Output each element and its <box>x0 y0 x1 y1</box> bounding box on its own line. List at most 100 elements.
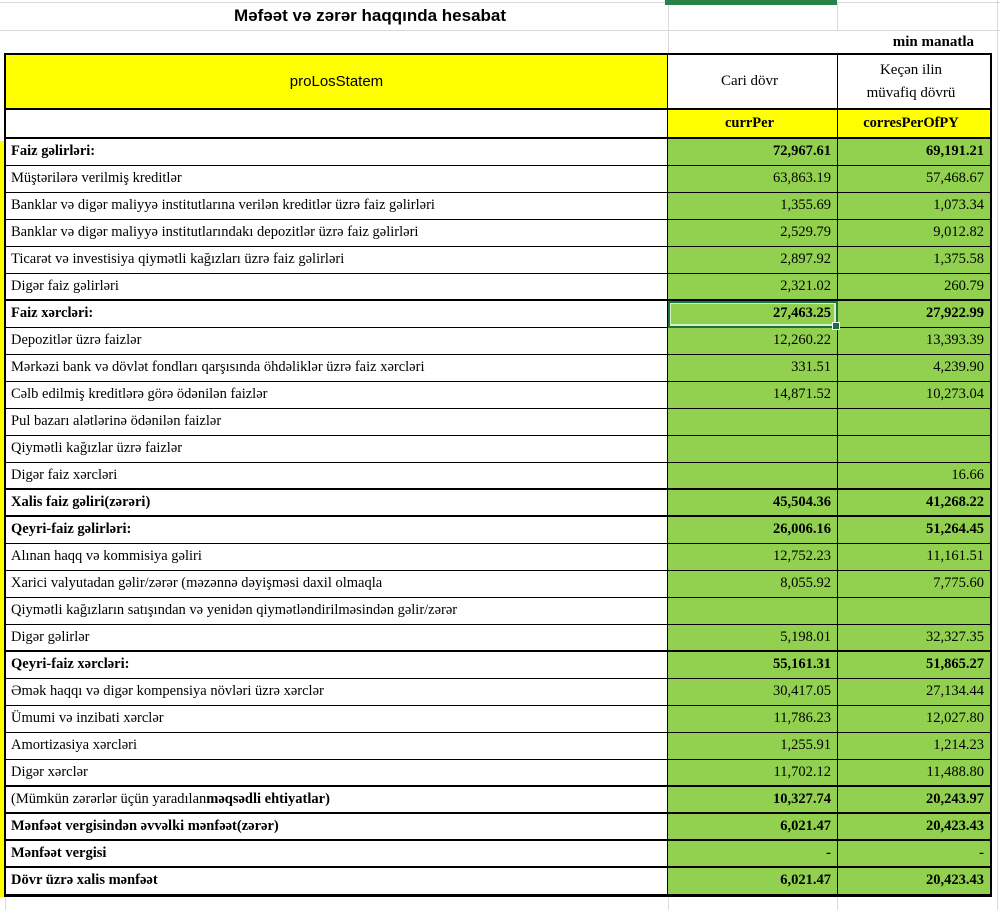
row-label-cell[interactable]: Qeyri-faiz xərcləri: <box>6 652 668 679</box>
corresperofpy-cell[interactable] <box>838 409 990 436</box>
currper-cell[interactable] <box>668 463 838 490</box>
corresperofpy-cell[interactable]: 1,214.23 <box>838 733 990 760</box>
row-label-cell[interactable]: Faiz xərcləri: <box>6 301 668 328</box>
currper-cell[interactable]: 331.51 <box>668 355 838 382</box>
currper-cell[interactable]: 26,006.16 <box>668 517 838 544</box>
corresperofpy-cell[interactable]: 32,327.35 <box>838 625 990 652</box>
units-note[interactable]: min manatla <box>892 34 974 50</box>
currper-cell[interactable]: 30,417.05 <box>668 679 838 706</box>
row-label-cell[interactable]: Digər faiz xərcləri <box>6 463 668 490</box>
corresperofpy-cell[interactable]: 1,375.58 <box>838 247 990 274</box>
currper-value: 2,897.92 <box>780 251 831 268</box>
row-label-cell[interactable]: Mənfəət vergisindən əvvəlki mənfəət(zərə… <box>6 814 668 841</box>
report-title[interactable]: Məfəət və zərər haqqında hesabat <box>233 6 507 25</box>
currper-value: 1,355.69 <box>780 197 831 214</box>
currper-cell[interactable]: 11,786.23 <box>668 706 838 733</box>
row-label-cell[interactable]: Digər gəlirlər <box>6 625 668 652</box>
row-label-cell[interactable]: Cəlb edilmiş kreditlərə görə ödənilən fa… <box>6 382 668 409</box>
currper-cell[interactable]: 55,161.31 <box>668 652 838 679</box>
corresperofpy-cell[interactable]: 27,134.44 <box>838 679 990 706</box>
table-row: (Mümkün zərərlər üçün yaradılan məqsədli… <box>6 787 990 814</box>
currper-cell[interactable]: - <box>668 841 838 868</box>
row-label-cell[interactable]: Dövr üzrə xalis mənfəət <box>6 868 668 895</box>
currper-cell[interactable]: 10,327.74 <box>668 787 838 814</box>
currper-cell[interactable] <box>668 409 838 436</box>
corresperofpy-cell[interactable] <box>838 436 990 463</box>
row-label-cell[interactable]: Banklar və digər maliyyə institutlarına … <box>6 193 668 220</box>
header-current-period-cell[interactable]: Cari dövr <box>668 55 838 110</box>
corresperofpy-cell[interactable]: 41,268.22 <box>838 490 990 517</box>
corresperofpy-cell[interactable]: 57,468.67 <box>838 166 990 193</box>
corresperofpy-cell[interactable]: 51,865.27 <box>838 652 990 679</box>
row-label-cell[interactable]: Xarici valyutadan gəlir/zərər (məzənnə d… <box>6 571 668 598</box>
header-previous-period-cell[interactable]: Keçən ilin müvafiq dövrü <box>838 55 990 110</box>
currper-cell[interactable]: 1,355.69 <box>668 193 838 220</box>
row-label-cell[interactable]: Faiz gəlirləri: <box>6 139 668 166</box>
row-label-cell[interactable]: Ümumi və inzibati xərclər <box>6 706 668 733</box>
row-label: Xarici valyutadan gəlir/zərər (məzənnə d… <box>11 575 383 592</box>
corresperofpy-cell[interactable]: 4,239.90 <box>838 355 990 382</box>
currper-cell[interactable]: 6,021.47 <box>668 868 838 895</box>
row-label-cell[interactable]: Qeyri-faiz gəlirləri: <box>6 517 668 544</box>
currper-cell[interactable]: 45,504.36 <box>668 490 838 517</box>
corresperofpy-cell[interactable]: 51,264.45 <box>838 517 990 544</box>
currper-cell[interactable] <box>668 436 838 463</box>
corresperofpy-cell[interactable]: 20,423.43 <box>838 814 990 841</box>
subheader-currper-cell[interactable]: currPer <box>668 110 838 139</box>
fill-handle[interactable] <box>832 322 840 330</box>
currper-cell[interactable]: 63,863.19 <box>668 166 838 193</box>
row-label-cell[interactable]: Pul bazarı alətlərinə ödənilən faizlər <box>6 409 668 436</box>
corresperofpy-cell[interactable]: 16.66 <box>838 463 990 490</box>
corresperofpy-cell[interactable] <box>838 598 990 625</box>
row-label-cell[interactable]: (Mümkün zərərlər üçün yaradılan məqsədli… <box>6 787 668 814</box>
corresperofpy-cell[interactable]: 7,775.60 <box>838 571 990 598</box>
corresperofpy-cell[interactable]: 11,488.80 <box>838 760 990 787</box>
row-label-cell[interactable]: Alınan haqq və kommisiya gəliri <box>6 544 668 571</box>
currper-cell[interactable]: 12,260.22 <box>668 328 838 355</box>
row-label-cell[interactable]: Amortizasiya xərcləri <box>6 733 668 760</box>
currper-cell[interactable]: 2,321.02 <box>668 274 838 301</box>
table-row: Ümumi və inzibati xərclər 11,786.23 12,0… <box>6 706 990 733</box>
subheader-empty-cell[interactable] <box>6 110 668 139</box>
corresperofpy-cell[interactable]: 11,161.51 <box>838 544 990 571</box>
row-label-cell[interactable]: Xalis faiz gəliri(zərəri) <box>6 490 668 517</box>
active-cell-currper[interactable]: 27,463.25 <box>668 301 840 330</box>
corresperofpy-cell[interactable]: 13,393.39 <box>838 328 990 355</box>
currper-cell[interactable]: 2,529.79 <box>668 220 838 247</box>
row-label-cell[interactable]: Mənfəət vergisi <box>6 841 668 868</box>
row-label-cell[interactable]: Qiymətli kağızların satışından və yenidə… <box>6 598 668 625</box>
corresperofpy-cell[interactable]: 20,423.43 <box>838 868 990 895</box>
row-label-cell[interactable]: Digər xərclər <box>6 760 668 787</box>
corresperofpy-cell[interactable]: 12,027.80 <box>838 706 990 733</box>
corresperofpy-value: 260.79 <box>944 277 984 294</box>
corresperofpy-cell[interactable]: - <box>838 841 990 868</box>
currper-cell[interactable] <box>668 598 838 625</box>
currper-cell[interactable]: 12,752.23 <box>668 544 838 571</box>
currper-cell[interactable]: 14,871.52 <box>668 382 838 409</box>
row-label-cell[interactable]: Depozitlər üzrə faizlər <box>6 328 668 355</box>
corresperofpy-cell[interactable]: 69,191.21 <box>838 139 990 166</box>
currper-cell[interactable]: 6,021.47 <box>668 814 838 841</box>
currper-cell[interactable]: 1,255.91 <box>668 733 838 760</box>
corresperofpy-cell[interactable]: 1,073.34 <box>838 193 990 220</box>
row-label-cell[interactable]: Digər faiz gəlirləri <box>6 274 668 301</box>
currper-cell[interactable]: 11,702.12 <box>668 760 838 787</box>
row-label-cell[interactable]: Ticarət və investisiya qiymətli kağızlar… <box>6 247 668 274</box>
subheader-corresperofpy-cell[interactable]: corresPerOfPY <box>838 110 990 139</box>
row-label-cell[interactable]: Mərkəzi bank və dövlət fondları qarşısın… <box>6 355 668 382</box>
row-label-cell[interactable]: Əmək haqqı və digər kompensiya növləri ü… <box>6 679 668 706</box>
corresperofpy-cell[interactable]: 9,012.82 <box>838 220 990 247</box>
row-label-cell[interactable]: Müştərilərə verilmiş kreditlər <box>6 166 668 193</box>
currper-cell[interactable]: 72,967.61 <box>668 139 838 166</box>
header-prolosstatem-cell[interactable]: proLosStatem <box>6 55 668 110</box>
row-label-cell[interactable]: Banklar və digər maliyyə institutlarında… <box>6 220 668 247</box>
currper-cell[interactable]: 8,055.92 <box>668 571 838 598</box>
row-label-cell[interactable]: Qiymətli kağızlar üzrə faizlər <box>6 436 668 463</box>
corresperofpy-cell[interactable]: 20,243.97 <box>838 787 990 814</box>
currper-cell[interactable]: 2,897.92 <box>668 247 838 274</box>
row-label: Pul bazarı alətlərinə ödənilən faizlər <box>11 413 222 430</box>
corresperofpy-cell[interactable]: 10,273.04 <box>838 382 990 409</box>
currper-cell[interactable]: 5,198.01 <box>668 625 838 652</box>
corresperofpy-cell[interactable]: 260.79 <box>838 274 990 301</box>
corresperofpy-cell[interactable]: 27,922.99 <box>838 301 990 328</box>
